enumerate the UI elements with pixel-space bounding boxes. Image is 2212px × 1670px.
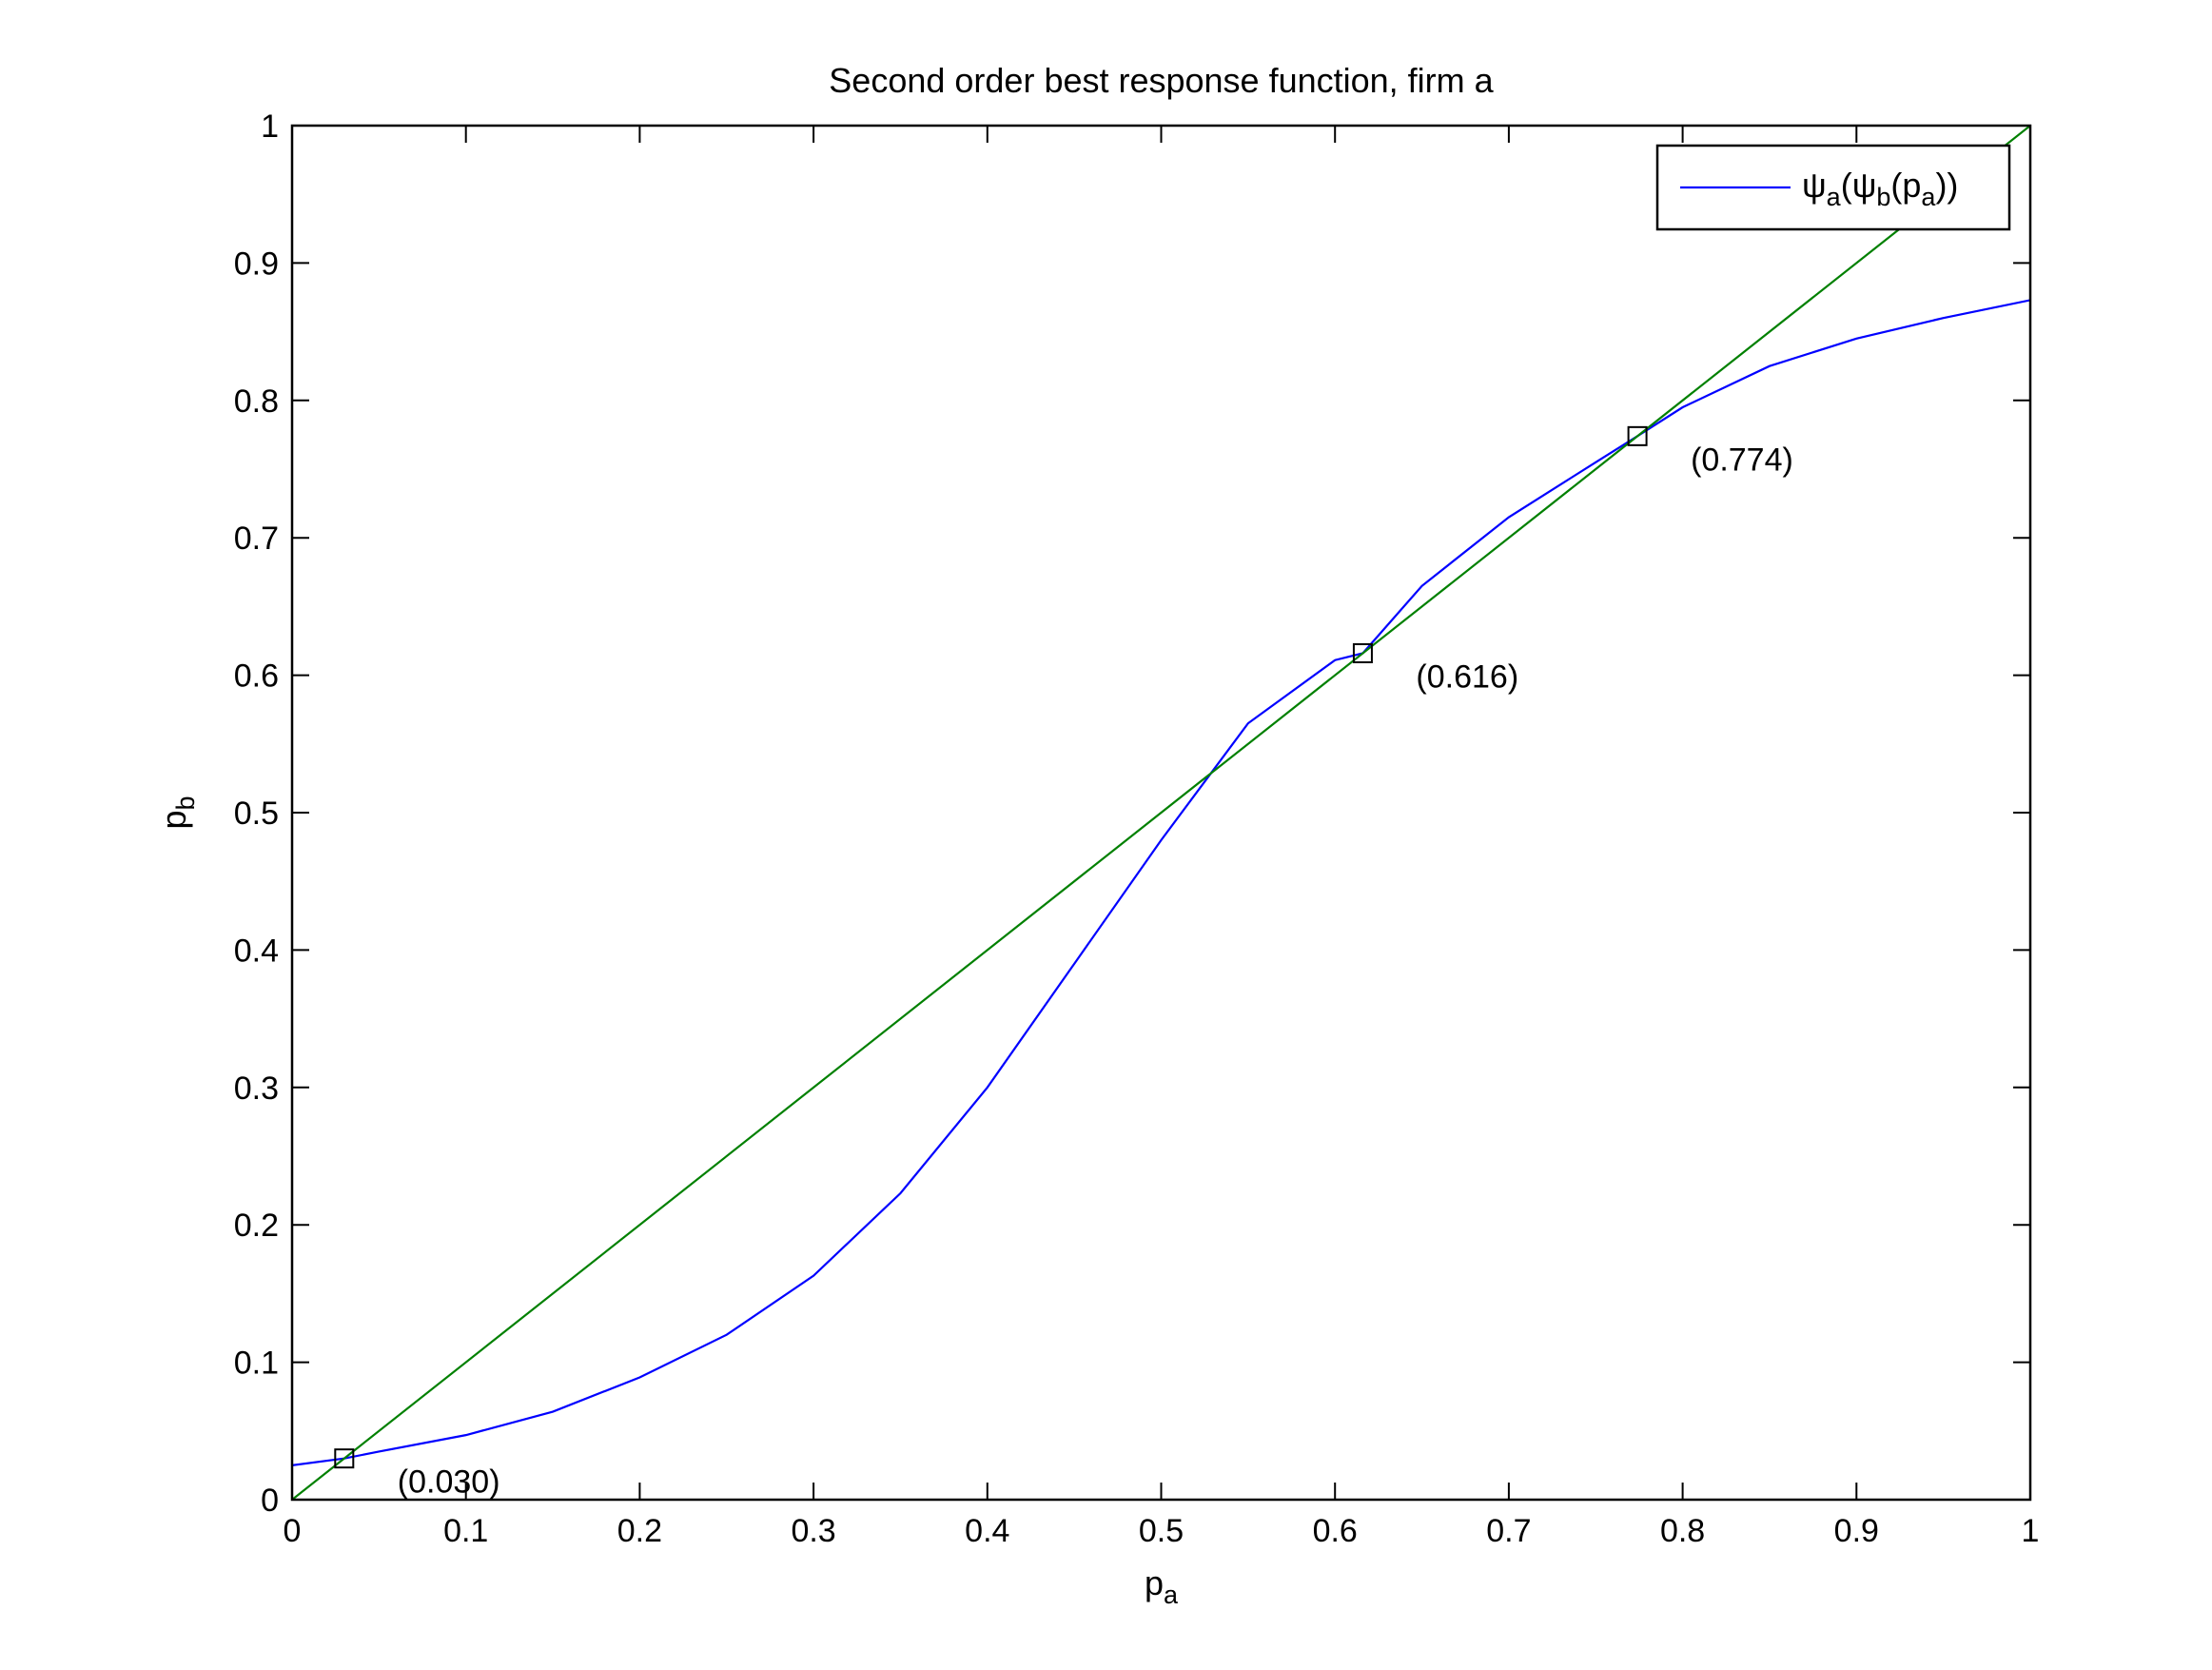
y-tick-label: 0.2	[234, 1208, 279, 1244]
y-tick-label: 0	[261, 1483, 279, 1519]
x-tick-label: 0.5	[1139, 1513, 1184, 1549]
marker-annotation: (0.774)	[1691, 442, 1793, 478]
y-tick-label: 0.1	[234, 1346, 279, 1382]
x-tick-label: 1	[2022, 1513, 2040, 1549]
legend: ψa(ψb(pa))	[1655, 144, 2011, 231]
x-axis-label: pa	[1145, 1563, 1179, 1609]
y-tick-label: 0.6	[234, 658, 279, 695]
marker-annotation: (0.030)	[398, 1464, 500, 1501]
y-axis-label: pb	[154, 796, 200, 829]
x-tick-label: 0.9	[1834, 1513, 1879, 1549]
x-tick-label: 0.3	[791, 1513, 835, 1549]
chart-title: Second order best response function, fir…	[829, 61, 1494, 100]
marker-square	[1352, 642, 1373, 663]
y-axis-label-main: p	[154, 811, 193, 830]
y-tick-label: 0.8	[234, 383, 279, 420]
x-tick-label: 0.6	[1313, 1513, 1358, 1549]
x-tick-label: 0.1	[443, 1513, 488, 1549]
y-tick-label: 0.7	[234, 521, 279, 557]
legend-label-part: (p	[1890, 166, 1921, 205]
x-axis-label-main: p	[1145, 1563, 1164, 1602]
y-tick-label: 0.4	[234, 933, 279, 969]
x-tick-label: 0.2	[617, 1513, 662, 1549]
y-axis-label-subscript: b	[171, 796, 200, 810]
x-tick-label: 0.8	[1660, 1513, 1705, 1549]
series-line-psi	[292, 299, 2030, 1466]
legend-label-subscript: a	[1827, 183, 1842, 211]
marker-annotation: (0.616)	[1416, 658, 1518, 695]
y-tick-label: 0.5	[234, 796, 279, 832]
y-tick-label: 0.3	[234, 1071, 279, 1107]
y-tick-label: 1	[261, 108, 279, 145]
legend-label-part: ))	[1935, 166, 1958, 205]
legend-label-psi: ψa(ψb(pa))	[1802, 166, 1958, 211]
x-tick-label: 0.4	[965, 1513, 1009, 1549]
plot-content	[292, 126, 2030, 1500]
series-line-diagonal	[292, 126, 2030, 1500]
legend-label-subscript: b	[1876, 183, 1890, 211]
legend-label-part: ψ	[1802, 166, 1827, 205]
x-axis-label-subscript: a	[1164, 1581, 1179, 1609]
marker-square	[334, 1448, 355, 1469]
x-tick-label: 0	[284, 1513, 302, 1549]
legend-label-subscript: a	[1921, 183, 1936, 211]
ticks-layer: 0 0.1 0.2 0.3 0.4 0.5 0.6 0.7 0.8 0.9 1 0 0.1 0.2 0.3 0…	[234, 108, 2040, 1549]
x-tick-label: 0.7	[1486, 1513, 1531, 1549]
y-tick-label: 0.9	[234, 246, 279, 282]
legend-label-part: (ψ	[1841, 166, 1877, 205]
marker-square	[1627, 425, 1648, 446]
